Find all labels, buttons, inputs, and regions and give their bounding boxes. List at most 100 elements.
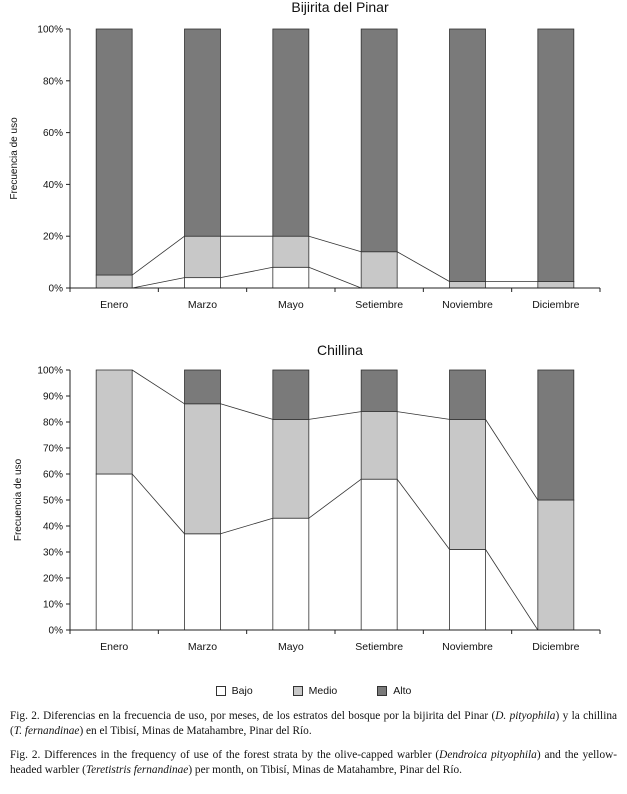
series-connector-medio: [131, 369, 185, 405]
legend-label: Bajo: [231, 685, 253, 697]
bar-segment-bajo: [184, 277, 221, 289]
caption-es-text-2: ) y la chillina (: [10, 710, 617, 737]
x-category-label: Setiembre: [355, 641, 403, 653]
caption-es-species-2: T. fernandinae: [13, 725, 80, 737]
legend: Bajo Medio Alto: [0, 681, 627, 701]
x-category-label: Setiembre: [355, 299, 403, 311]
series-connector-medio: [485, 419, 539, 501]
chart-bijirita: Bijirita del Pinar Frecuencia de uso 0% 20%…: [9, 0, 601, 311]
y-tick-label: 70%: [43, 444, 63, 455]
y-tick-label: 100%: [37, 366, 63, 377]
y-tick-label: 40%: [43, 522, 63, 533]
bar-segment-alto: [272, 28, 310, 237]
chart-chillina: Chillina Frecuencia de uso 0% 10% 20% 30% 40% 5…: [13, 342, 601, 653]
y-tick-label: 100%: [37, 25, 63, 36]
legend-label: Alto: [393, 685, 412, 697]
legend-swatch: [292, 686, 303, 696]
x-category-label: Marzo: [188, 299, 217, 311]
series-connector-bajo: [396, 478, 450, 550]
bar-segment-medio: [95, 274, 133, 289]
y-tick-label: 80%: [43, 418, 63, 429]
caption-english: Fig. 2. Differences in the frequency of …: [10, 748, 617, 778]
series-connector-medio: [308, 411, 362, 420]
x-category-label: Diciembre: [532, 641, 579, 653]
bar-segment-alto: [537, 28, 575, 282]
series-connector-medio: [131, 235, 185, 276]
series-connector-bajo: [308, 266, 362, 289]
bar-segment-medio: [449, 281, 486, 289]
bar-segment-medio: [449, 418, 486, 550]
bar-segment-alto: [184, 369, 221, 405]
legend-swatch: [215, 686, 226, 696]
x-category-label: Mayo: [278, 641, 304, 653]
bar-segment-bajo: [272, 517, 310, 631]
bar-segment-medio: [537, 281, 575, 289]
y-tick-label: 30%: [43, 548, 63, 559]
y-tick-label: 40%: [43, 180, 63, 191]
y-tick-label: 60%: [43, 128, 63, 139]
series-connector-medio: [396, 251, 450, 282]
y-tick-label: 80%: [43, 76, 63, 87]
y-tick-label: 90%: [43, 392, 63, 403]
x-category-label: Enero: [100, 641, 128, 653]
series-connector-medio: [397, 411, 450, 420]
series-connector-medio: [220, 403, 273, 420]
series-connector-bajo: [485, 549, 539, 631]
bar-segment-alto: [272, 369, 310, 420]
x-category-label: Marzo: [188, 641, 217, 653]
figure-captions: Fig. 2. Diferencias en la frecuencia de …: [10, 709, 617, 787]
bar-segment-medio: [272, 235, 310, 268]
y-tick-label: 20%: [43, 574, 63, 585]
bar-segment-medio: [95, 369, 133, 475]
legend-item-medio: Medio: [292, 681, 338, 701]
x-category-label: Noviembre: [442, 641, 493, 653]
bar-segment-bajo: [95, 473, 133, 631]
y-tick-label: 0%: [49, 284, 64, 295]
series-connector-bajo: [220, 266, 273, 279]
x-category-label: Mayo: [278, 299, 304, 311]
bar-segment-alto: [449, 28, 486, 282]
caption-en-text-3: ) per month, on Tibisí, Minas de Mataham…: [188, 764, 462, 776]
series-connector-bajo: [132, 277, 185, 289]
y-axis-label: Frecuencia de uso: [13, 458, 24, 541]
bar-segment-bajo: [360, 478, 398, 631]
x-category-label: Diciembre: [532, 299, 579, 311]
y-axis-label: Frecuencia de uso: [9, 117, 20, 200]
bar-segment-alto: [184, 28, 221, 237]
bar-segment-alto: [360, 28, 398, 253]
x-category-label: Noviembre: [442, 299, 493, 311]
caption-es-text-1: Fig. 2. Diferencias en la frecuencia de …: [10, 710, 496, 722]
bar-segment-alto: [537, 369, 575, 501]
y-tick-label: 60%: [43, 470, 63, 481]
bar-segment-alto: [95, 28, 133, 276]
legend-swatch: [377, 686, 388, 696]
bar-segment-medio: [184, 235, 221, 279]
bar-segment-bajo: [449, 549, 486, 631]
series-connector-bajo: [220, 517, 273, 535]
caption-en-species-2: Teretistris fernandinae: [85, 764, 189, 776]
legend-item-alto: Alto: [377, 681, 411, 701]
bar-segment-medio: [360, 411, 398, 480]
series-connector-bajo: [131, 473, 185, 535]
caption-spanish: Fig. 2. Diferencias en la frecuencia de …: [10, 709, 617, 739]
bar-segment-medio: [184, 403, 221, 535]
series-connector-bajo: [308, 478, 362, 519]
bar-segment-medio: [537, 499, 575, 631]
y-tick-label: 20%: [43, 232, 63, 243]
chart-title: Chillina: [317, 342, 363, 358]
chart-title: Bijirita del Pinar: [291, 0, 389, 15]
caption-es-text-3: ) en el Tibisí, Minas de Matahambre, Pin…: [79, 725, 312, 737]
legend-label: Medio: [308, 685, 338, 697]
caption-es-species-1: D. pityophila: [495, 710, 556, 722]
legend-item-bajo: Bajo: [215, 681, 253, 701]
caption-en-text-1: Fig. 2. Differences in the frequency of …: [10, 749, 440, 761]
bar-segment-alto: [449, 369, 486, 420]
y-tick-label: 0%: [49, 626, 64, 637]
series-connector-medio: [308, 235, 362, 253]
bar-segment-medio: [360, 251, 398, 289]
bar-segment-bajo: [272, 266, 310, 289]
caption-en-species-1: Dendroica pityophila: [439, 749, 537, 761]
figure: Bijirita del Pinar Frecuencia de uso 0% 20%…: [9, 0, 601, 653]
x-category-label: Enero: [100, 299, 128, 311]
bar-segment-medio: [272, 418, 310, 519]
